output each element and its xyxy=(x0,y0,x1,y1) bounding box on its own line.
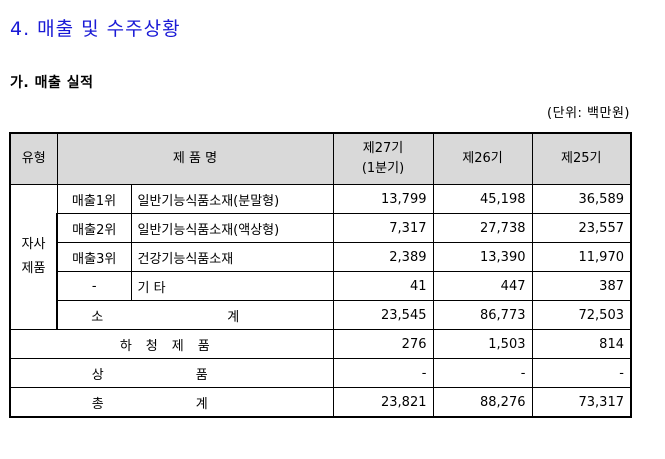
header-row: 유형 제 품 명 제27기 (1분기) 제26기 제25기 xyxy=(9,132,632,185)
group-label-line2: 제품 xyxy=(21,261,46,276)
header-fy25: 제25기 xyxy=(531,132,632,185)
header-fy26: 제26기 xyxy=(432,132,533,185)
rank-cell: 매출3위 xyxy=(56,242,132,272)
fy25-cell: 11,970 xyxy=(531,242,632,272)
subcontract-fy27: 276 xyxy=(332,329,434,359)
rank-cell: 매출2위 xyxy=(56,213,132,243)
total-fy27: 23,821 xyxy=(332,387,434,418)
group-label-cell: 자사 제품 xyxy=(9,184,58,330)
section-heading: 4. 매출 및 수주상황 xyxy=(10,18,181,40)
product-name-cell: 기 타 xyxy=(130,271,334,301)
fy26-cell: 447 xyxy=(432,271,533,301)
product-name-cell: 건강기능식품소재 xyxy=(130,242,334,272)
fy26-cell: 45,198 xyxy=(432,184,533,214)
subtotal-label: 소 계 xyxy=(56,300,334,330)
goods-fy25: - xyxy=(531,358,632,388)
total-label: 총 계 xyxy=(9,387,334,418)
subcontract-label: 하청제품 xyxy=(9,329,334,359)
goods-label: 상 품 xyxy=(9,358,334,388)
total-row: 총 계 23,821 88,276 73,317 xyxy=(9,387,632,418)
unit-label: (단위: 백만원) xyxy=(547,106,630,121)
fy25-cell: 387 xyxy=(531,271,632,301)
rank-cell: - xyxy=(56,271,132,301)
fy26-cell: 13,390 xyxy=(432,242,533,272)
table-row: 자사 제품 매출1위 일반기능식품소재(분말형) 13,799 45,198 3… xyxy=(9,184,632,330)
fy27-cell: 13,799 xyxy=(332,184,434,214)
subcontract-fy25: 814 xyxy=(531,329,632,359)
header-type: 유형 xyxy=(9,132,58,185)
fy27-cell: 7,317 xyxy=(332,213,434,243)
subcontract-row: 하청제품 276 1,503 814 xyxy=(9,329,632,359)
subtotal-fy26: 86,773 xyxy=(432,300,533,330)
group-label-line1: 자사 xyxy=(21,237,46,252)
fy25-cell: 36,589 xyxy=(531,184,632,214)
table-row: - 기 타 41 447 387 xyxy=(10,271,632,301)
fy27-cell: 41 xyxy=(332,271,434,301)
sales-table: 유형 제 품 명 제27기 (1분기) 제26기 제25기 자사 제품 매출1위… xyxy=(9,132,632,418)
header-fy27-line1: 제27기 xyxy=(362,141,404,156)
header-fy27-line2: (1분기) xyxy=(361,161,405,176)
subsection-heading: 가. 매출 실적 xyxy=(10,75,94,91)
table-row: 매출2위 일반기능식품소재(액상형) 7,317 27,738 23,557 xyxy=(10,213,632,243)
product-name-cell: 일반기능식품소재(액상형) xyxy=(130,213,334,243)
subtotal-fy25: 72,503 xyxy=(531,300,632,330)
table-row: 매출3위 건강기능식품소재 2,389 13,390 11,970 xyxy=(10,242,632,272)
header-product: 제 품 명 xyxy=(56,132,334,185)
goods-fy26: - xyxy=(432,358,533,388)
subcontract-fy26: 1,503 xyxy=(432,329,533,359)
rank-cell: 매출1위 xyxy=(56,184,132,214)
fy26-cell: 27,738 xyxy=(432,213,533,243)
product-name-cell: 일반기능식품소재(분말형) xyxy=(130,184,334,214)
goods-fy27: - xyxy=(332,358,434,388)
header-fy27: 제27기 (1분기) xyxy=(332,132,434,185)
fy25-cell: 23,557 xyxy=(531,213,632,243)
subtotal-row: 소 계 23,545 86,773 72,503 xyxy=(10,300,632,330)
fy27-cell: 2,389 xyxy=(332,242,434,272)
total-fy26: 88,276 xyxy=(432,387,533,418)
goods-row: 상 품 - - - xyxy=(9,358,632,388)
total-fy25: 73,317 xyxy=(531,387,632,418)
subtotal-fy27: 23,545 xyxy=(332,300,434,330)
